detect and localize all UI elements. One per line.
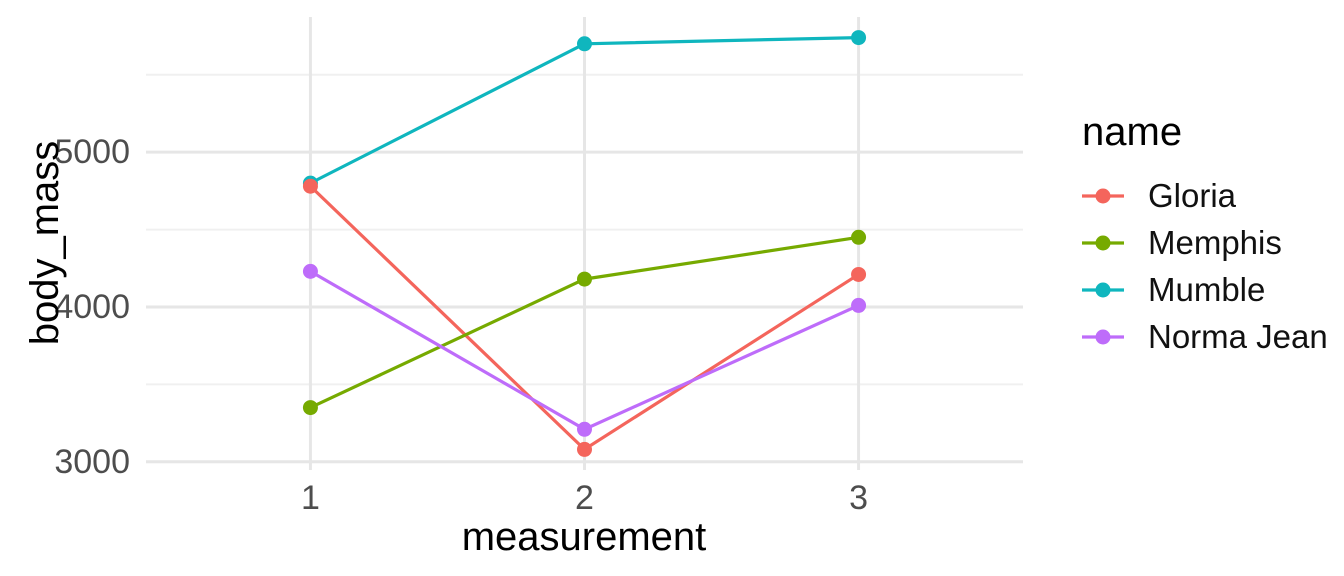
x-tick-label: 3 [849, 479, 869, 517]
data-point-norma-jean [851, 297, 867, 313]
data-point-mumble [577, 36, 592, 52]
x-tick-label: 2 [575, 479, 594, 517]
legend-key-icon [1082, 235, 1124, 250]
data-point-gloria [577, 441, 592, 457]
data-point-gloria [302, 178, 318, 194]
legend-label: Gloria [1148, 176, 1237, 214]
legend-item-mumble: Mumble [1082, 266, 1344, 313]
data-point-norma-jean [577, 421, 592, 437]
legend-label: Mumble [1148, 270, 1266, 308]
y-axis-title: body_mass [23, 140, 67, 346]
plot-panel [146, 17, 1023, 470]
legend-item-memphis: Memphis [1082, 219, 1344, 266]
data-point-norma-jean [302, 263, 318, 279]
data-point-memphis [577, 271, 592, 287]
legend-key-icon [1082, 188, 1124, 203]
plot-canvas [146, 17, 1023, 470]
legend-key-icon [1082, 329, 1124, 344]
legend-items: Gloria Memphis Mumble Norma Jean [1082, 172, 1344, 360]
legend-item-norma-jean: Norma Jean [1082, 313, 1344, 360]
data-point-mumble [851, 30, 867, 46]
legend-title: name [1082, 110, 1183, 154]
legend-item-gloria: Gloria [1082, 172, 1344, 219]
legend-label: Norma Jean [1148, 317, 1328, 355]
y-tick-label: 3000 [54, 442, 130, 481]
data-point-gloria [851, 266, 867, 282]
x-axis-title: measurement [461, 515, 707, 559]
legend-label: Memphis [1148, 223, 1282, 261]
data-point-memphis [851, 229, 867, 245]
data-point-memphis [302, 400, 318, 416]
x-tick-label: 1 [300, 479, 320, 517]
legend: name Gloria Memphis Mumble Norma Jean [1082, 108, 1344, 360]
y-tick-label: 4000 [54, 287, 130, 326]
y-tick-label: 5000 [54, 133, 130, 172]
legend-key-icon [1082, 282, 1124, 297]
